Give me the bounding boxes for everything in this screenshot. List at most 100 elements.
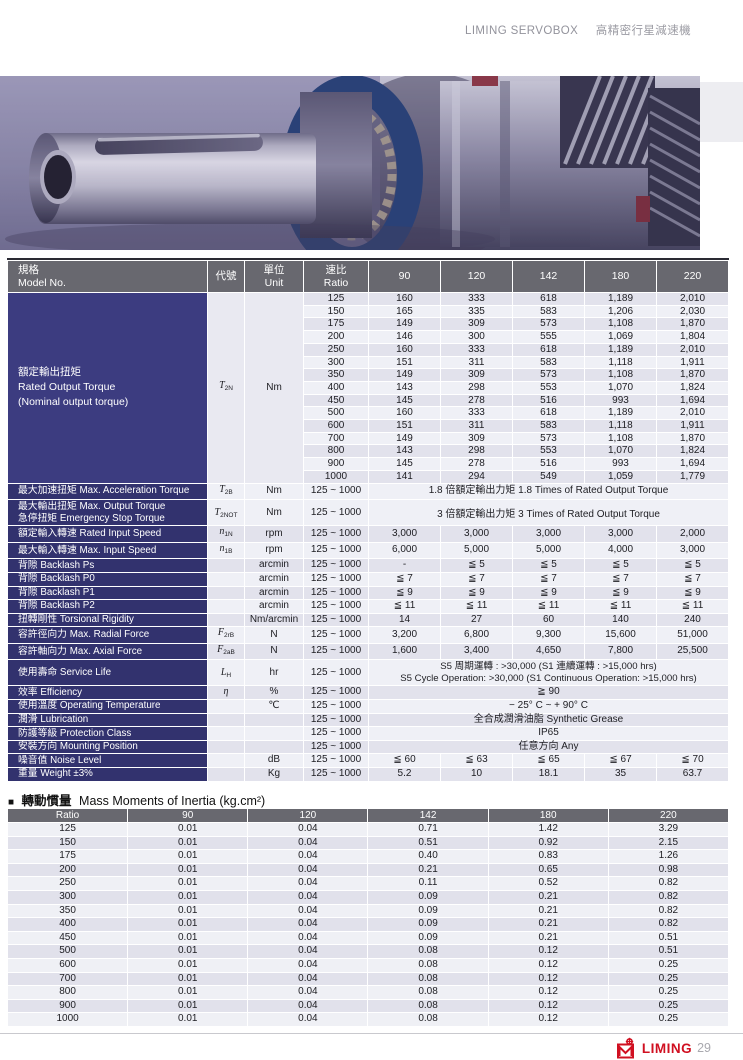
value-cell: 0.21 xyxy=(488,931,608,945)
spec-row: 潤滑 Lubrication 125 ~ 1000 全合成潤滑油脂 Syntheti… xyxy=(8,713,728,727)
torque-row: 600 151 311 583 1,118 1,911 xyxy=(8,420,728,432)
value-cell: 5,000 xyxy=(441,542,512,559)
value-cell: 0.04 xyxy=(248,918,368,931)
symbol-cell xyxy=(208,768,244,781)
symbol-cell: LH xyxy=(208,660,244,686)
torque-section-label: 額定輸出扭矩 Rated Output Torque (Nominal output… xyxy=(8,293,207,483)
ratio-cell: 600 xyxy=(304,420,368,432)
value-cell: ≦ 7 xyxy=(369,572,440,586)
unit-cell: Nm xyxy=(245,483,303,500)
value-cell: 0.08 xyxy=(368,958,488,972)
header-size-90: 90 xyxy=(369,261,440,292)
value-cell: 278 xyxy=(441,458,512,470)
value-cell: 0.51 xyxy=(608,931,728,945)
inertia-row: 400 0.01 0.04 0.09 0.21 0.82 xyxy=(8,918,728,931)
value-cell: 0.12 xyxy=(488,958,608,972)
value-cell: 583 xyxy=(513,420,584,432)
ratio-cell: 125 ~ 1000 xyxy=(304,500,368,526)
value-cell: 0.40 xyxy=(368,850,488,863)
value-cell: 4,000 xyxy=(585,542,656,559)
inertia-row: 700 0.01 0.04 0.08 0.12 0.25 xyxy=(8,972,728,986)
header-size-142: 142 xyxy=(513,261,584,292)
inertia-header-120: 120 xyxy=(248,809,368,822)
label-line: Rated Output Torque xyxy=(18,381,116,394)
inertia-header-90: 90 xyxy=(128,809,248,822)
value-cell: ≦ 9 xyxy=(369,586,440,600)
value-cell: 149 xyxy=(369,318,440,331)
value-cell: 298 xyxy=(441,445,512,458)
spec-row: 最大加速扭矩 Max. Acceleration Torque T2B Nm 125 … xyxy=(8,483,728,500)
helical-gear-teeth xyxy=(560,75,662,168)
value-cell: 145 xyxy=(369,394,440,407)
value-cell: 3,000 xyxy=(513,526,584,542)
value-span-cell: ≧ 90 xyxy=(369,686,728,700)
value-cell: 1,189 xyxy=(585,407,656,420)
value-cell: 516 xyxy=(513,458,584,470)
value-cell: ≦ 70 xyxy=(657,754,728,768)
value-cell: 0.01 xyxy=(128,958,248,972)
row-label: 背隙 Backlash Ps xyxy=(8,559,207,572)
inertia-section-title: ■ 轉動慣量 Mass Moments of Inertia (kg.cm²) xyxy=(8,790,265,809)
label-line: 額定輸入轉速 Rated Input Speed xyxy=(18,527,162,539)
torque-row: 額定輸出扭矩 Rated Output Torque (Nominal output… xyxy=(8,293,728,483)
value-cell: 298 xyxy=(441,381,512,394)
value-cell: 160 xyxy=(369,293,440,305)
inertia-title-en: Mass Moments of Inertia (kg.cm²) xyxy=(79,794,266,808)
header-size-180: 180 xyxy=(585,261,656,292)
ratio-cell: 125 ~ 1000 xyxy=(304,713,368,727)
value-cell: 309 xyxy=(441,432,512,445)
value-cell: ≦ 7 xyxy=(513,572,584,586)
value-cell: 151 xyxy=(369,420,440,432)
value-cell: 618 xyxy=(513,343,584,356)
ratio-cell: 900 xyxy=(8,999,128,1013)
symbol-cell: n1N xyxy=(208,526,244,542)
value-cell: 0.21 xyxy=(488,890,608,904)
value-cell: 993 xyxy=(585,458,656,470)
inertia-row: 800 0.01 0.04 0.08 0.12 0.25 xyxy=(8,986,728,999)
torque-row: 250 160 333 618 1,189 2,010 xyxy=(8,343,728,356)
value-cell: 1,600 xyxy=(369,643,440,660)
value-cell: ≦ 60 xyxy=(369,754,440,768)
header-size-120: 120 xyxy=(441,261,512,292)
value-cell: 555 xyxy=(513,331,584,343)
value-cell: 0.09 xyxy=(368,890,488,904)
value-span-cell: 任意方向 Any xyxy=(369,740,728,754)
value-cell: 0.82 xyxy=(608,877,728,890)
ratio-cell: 350 xyxy=(304,369,368,381)
value-cell: 3,000 xyxy=(585,526,656,542)
symbol-cell: T2NOT xyxy=(208,500,244,526)
unit-cell: arcmin xyxy=(245,572,303,586)
spec-row: 扭轉剛性 Torsional Rigidity Nm/arcmin 125 ~ 10… xyxy=(8,613,728,627)
value-cell: 0.04 xyxy=(248,890,368,904)
value-cell: 1,804 xyxy=(657,331,728,343)
value-span-cell: 全合成潤滑油脂 Synthetic Grease xyxy=(369,713,728,727)
row-label: 重量 Weight ±3% xyxy=(8,768,207,781)
inertia-table: Ratio 90 120 142 180 220 125 0.01 0.04 0.71… xyxy=(7,808,729,1027)
spec-row: 使用溫度 Operating Temperature ℃ 125 ~ 1000− 2… xyxy=(8,700,728,713)
label-line: 效率 Efficiency xyxy=(18,686,83,698)
value-cell: 240 xyxy=(657,613,728,627)
unit-cell: arcmin xyxy=(245,600,303,613)
label-line: 背隙 Backlash P2 xyxy=(18,600,95,612)
value-cell: ≦ 9 xyxy=(585,586,656,600)
unit-cell xyxy=(245,727,303,740)
value-cell: ≦ 11 xyxy=(441,600,512,613)
value-cell: 0.82 xyxy=(608,890,728,904)
ratio-cell: 125 ~ 1000 xyxy=(304,572,368,586)
value-cell: 0.04 xyxy=(248,823,368,836)
value-cell: ≦ 7 xyxy=(585,572,656,586)
specification-table: 規格 Model No. 代號 單位 Unit 速比 Ratio 90 120 … xyxy=(7,258,729,782)
ratio-cell: 700 xyxy=(304,432,368,445)
ratio-cell: 500 xyxy=(304,407,368,420)
ratio-cell: 200 xyxy=(8,863,128,877)
symbol-cell: n1B xyxy=(208,542,244,559)
ratio-cell: 125 ~ 1000 xyxy=(304,754,368,768)
value-cell: 63.7 xyxy=(657,768,728,781)
value-cell: 0.01 xyxy=(128,877,248,890)
spec-row: 容許軸向力 Max. Axial Force F2aB N 125 ~ 1000 1,6… xyxy=(8,643,728,660)
symbol-cell: η xyxy=(208,686,244,700)
row-label: 使用壽命 Service Life xyxy=(8,660,207,686)
ratio-cell: 1000 xyxy=(8,1013,128,1026)
row-label: 背隙 Backlash P1 xyxy=(8,586,207,600)
symbol-cell xyxy=(208,740,244,754)
